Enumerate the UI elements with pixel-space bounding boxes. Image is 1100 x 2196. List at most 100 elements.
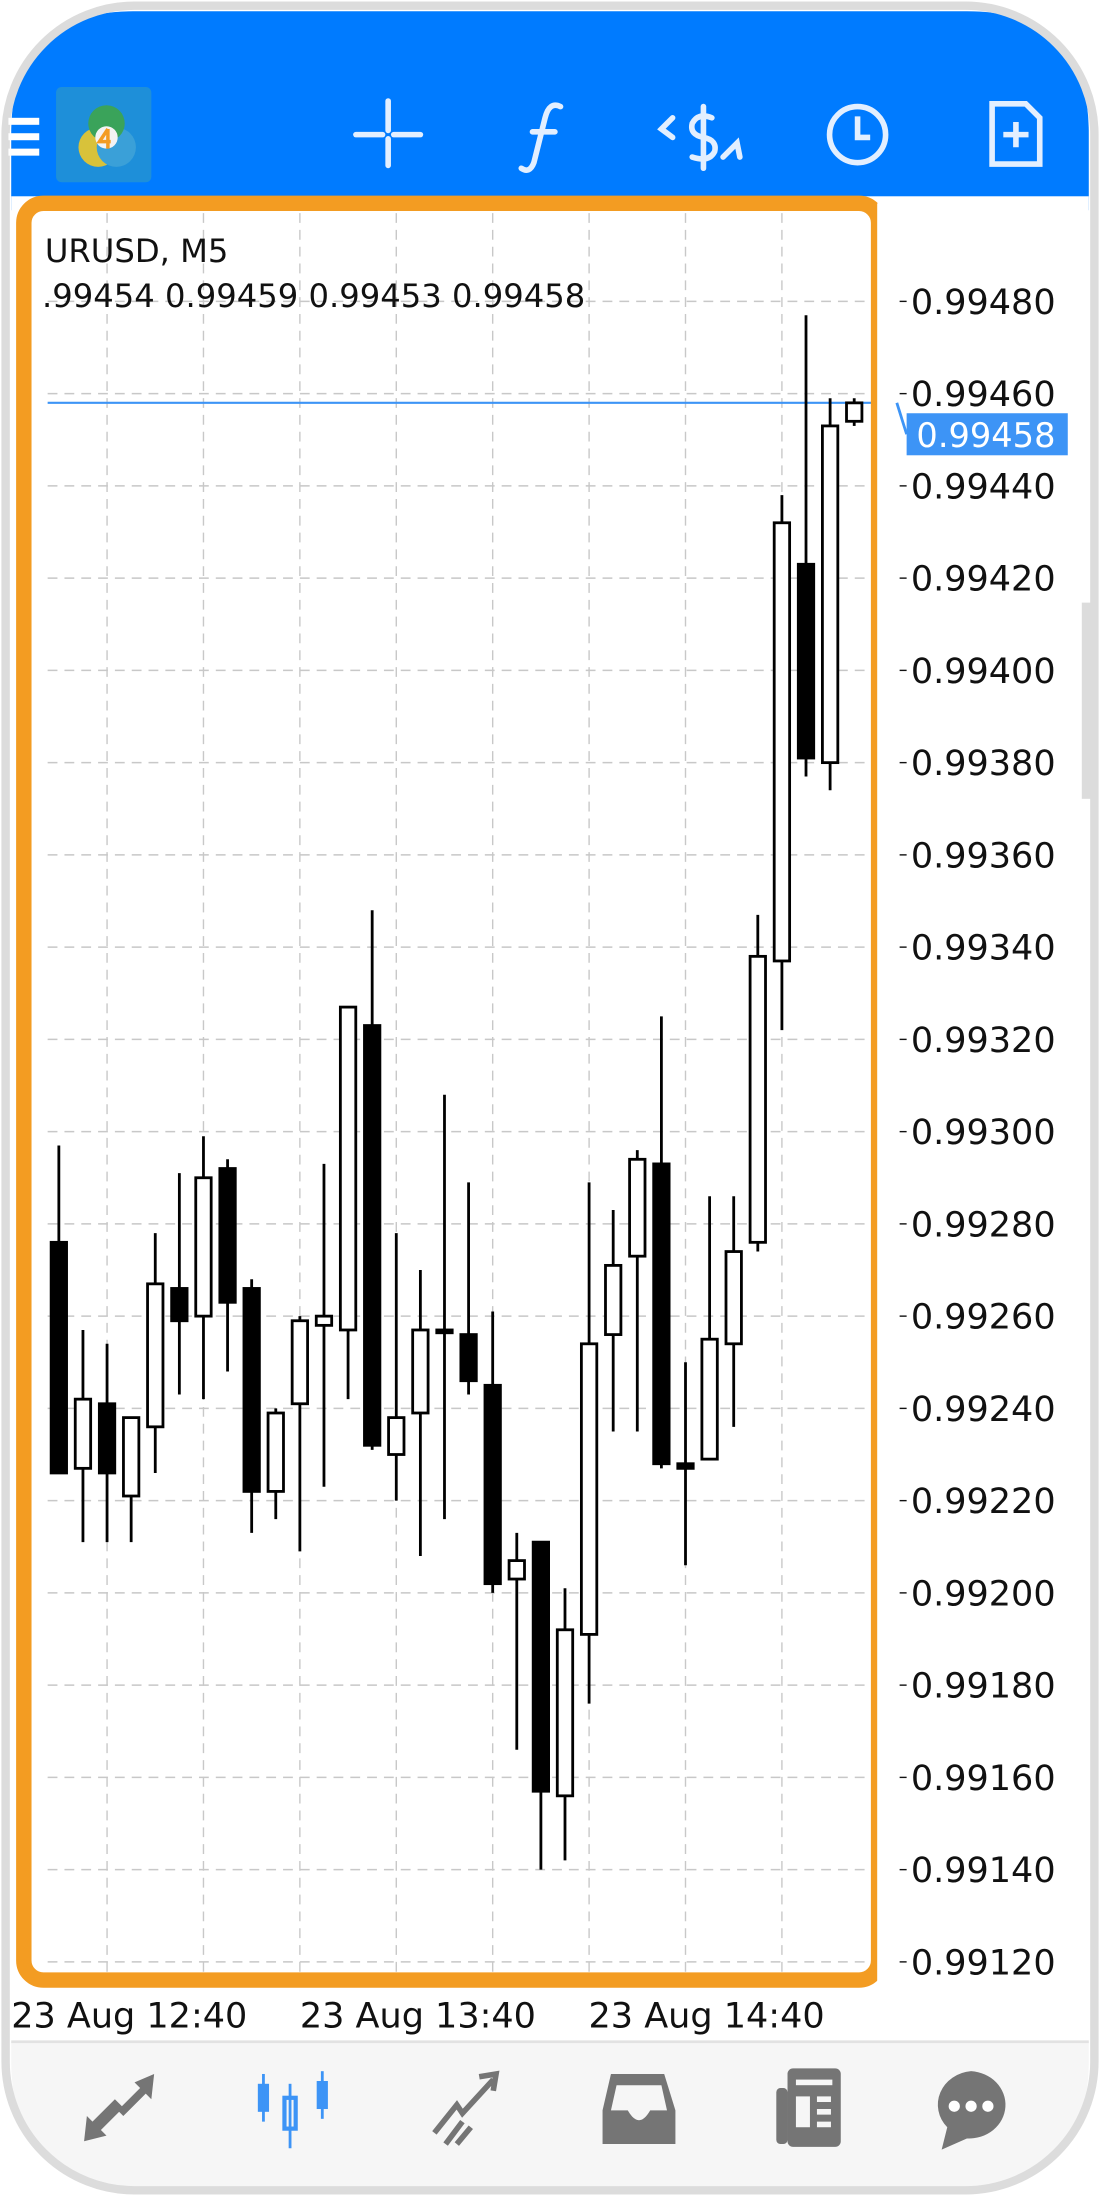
y-tick-label: 0.99320 xyxy=(911,1020,1056,1061)
y-tick-label: 0.99380 xyxy=(911,743,1056,784)
candle-body-bull xyxy=(387,1416,406,1456)
candle-body-bull xyxy=(73,1397,93,1470)
y-tick-label: 0.99120 xyxy=(911,1942,1056,1983)
candlestick-series[interactable] xyxy=(49,315,864,1870)
candle[interactable] xyxy=(363,910,382,1450)
candle[interactable] xyxy=(700,1196,719,1461)
bottom-nav-messages[interactable] xyxy=(937,2071,1006,2150)
candle[interactable] xyxy=(796,315,816,777)
indicators-icon[interactable] xyxy=(518,102,564,173)
x-tick-label: 23 Aug 12:40 xyxy=(11,1996,247,2037)
bottom-nav-news[interactable] xyxy=(776,2068,841,2147)
candle[interactable] xyxy=(290,1316,309,1552)
candle[interactable] xyxy=(97,1343,117,1543)
candle[interactable] xyxy=(338,1005,358,1400)
candle[interactable] xyxy=(459,1182,478,1395)
menu-icon[interactable] xyxy=(8,117,40,156)
y-tick-label: 0.99460 xyxy=(911,374,1056,415)
crosshair-icon[interactable] xyxy=(353,98,424,169)
candle-body-bear xyxy=(531,1540,550,1793)
y-tick-label: 0.99280 xyxy=(911,1204,1056,1245)
candle[interactable] xyxy=(748,914,767,1252)
candle[interactable] xyxy=(122,1416,141,1543)
candle[interactable] xyxy=(146,1233,165,1473)
bottom-nav-history[interactable] xyxy=(602,2073,676,2145)
candle-body-bull xyxy=(194,1176,213,1318)
y-tick-label: 0.99160 xyxy=(911,1758,1056,1799)
candle-body-bull xyxy=(555,1628,575,1798)
news-icon xyxy=(776,2068,841,2147)
y-tick-label: 0.99200 xyxy=(911,1573,1056,1614)
candle[interactable] xyxy=(314,1163,334,1487)
candle[interactable] xyxy=(218,1159,237,1372)
candle-body-bull xyxy=(338,1005,358,1332)
current-price-badge: 0.99458 xyxy=(895,402,1068,456)
price-axis[interactable]: 0.99480 0.99460 0.99440 0.99420 0.99400 0.993… xyxy=(899,282,1056,1984)
candle[interactable] xyxy=(579,1182,599,1704)
candle[interactable] xyxy=(483,1311,502,1593)
candle-body-bull xyxy=(122,1416,141,1498)
candle-body-bull xyxy=(772,521,792,963)
app-logo xyxy=(56,86,152,183)
timeframe-icon[interactable] xyxy=(826,103,889,166)
bottom-nav-quotes[interactable] xyxy=(84,2073,155,2142)
bottom-nav-trade[interactable] xyxy=(432,2070,500,2146)
candle[interactable] xyxy=(531,1540,550,1870)
y-tick-label: 0.99220 xyxy=(911,1481,1056,1522)
candle[interactable] xyxy=(170,1173,189,1395)
y-tick-label: 0.99180 xyxy=(911,1666,1056,1707)
svg-text:0.99458: 0.99458 xyxy=(916,416,1055,455)
candle-body-bear xyxy=(652,1162,671,1466)
candle[interactable] xyxy=(821,398,840,791)
candle-body-bull xyxy=(266,1411,285,1493)
new-order-icon[interactable] xyxy=(989,100,1043,167)
time-axis[interactable]: 23 Aug 12:40 23 Aug 13:40 23 Aug 14:40 xyxy=(11,1996,824,2037)
trade-icon[interactable] xyxy=(657,103,743,172)
candle-body-bull xyxy=(845,401,864,423)
candle-body-bear xyxy=(170,1287,189,1323)
candle[interactable] xyxy=(242,1279,261,1533)
candle[interactable] xyxy=(387,1233,406,1501)
candle-body-bull xyxy=(435,1328,454,1335)
bottom-nav-bar xyxy=(11,2041,1089,2187)
candle-body-bull xyxy=(579,1342,599,1636)
quotes-icon xyxy=(84,2073,155,2142)
trade-nav-icon xyxy=(432,2070,500,2146)
candle[interactable] xyxy=(49,1145,68,1475)
symbol-label: URUSD, M5 xyxy=(45,232,229,270)
candle[interactable] xyxy=(507,1532,526,1750)
y-tick-label: 0.99420 xyxy=(911,559,1056,600)
candle[interactable] xyxy=(194,1136,213,1400)
y-tick-label: 0.99400 xyxy=(911,651,1056,692)
candle[interactable] xyxy=(435,1094,454,1520)
candle[interactable] xyxy=(604,1210,623,1432)
candle-body-bull xyxy=(507,1559,526,1581)
candle-body-bear xyxy=(218,1167,237,1304)
candle[interactable] xyxy=(724,1196,743,1427)
candle[interactable] xyxy=(652,1016,671,1469)
y-tick-label: 0.99240 xyxy=(911,1389,1056,1430)
candle[interactable] xyxy=(676,1362,695,1566)
candle-body-bull xyxy=(146,1282,165,1429)
x-tick-label: 23 Aug 14:40 xyxy=(589,1996,825,2037)
candle[interactable] xyxy=(772,495,792,1031)
candle-body-bear xyxy=(97,1402,117,1475)
candle[interactable] xyxy=(411,1270,430,1556)
candle[interactable] xyxy=(266,1408,285,1520)
y-tick-label: 0.99300 xyxy=(911,1112,1056,1153)
bottom-nav-chart[interactable] xyxy=(257,2071,328,2149)
candle[interactable] xyxy=(73,1329,93,1543)
candle-body-bull xyxy=(821,424,840,765)
candle-body-bear xyxy=(363,1024,382,1447)
candle[interactable] xyxy=(555,1588,575,1861)
scrollbar[interactable] xyxy=(1081,602,1096,799)
messages-icon xyxy=(937,2071,1006,2150)
candle[interactable] xyxy=(845,398,864,426)
candle-body-bull xyxy=(748,954,767,1244)
y-tick-label: 0.99340 xyxy=(911,928,1056,969)
y-tick-label: 0.99140 xyxy=(911,1850,1056,1891)
candle-body-bull xyxy=(700,1337,719,1461)
candle-body-bear xyxy=(483,1383,502,1586)
candle[interactable] xyxy=(628,1150,647,1432)
